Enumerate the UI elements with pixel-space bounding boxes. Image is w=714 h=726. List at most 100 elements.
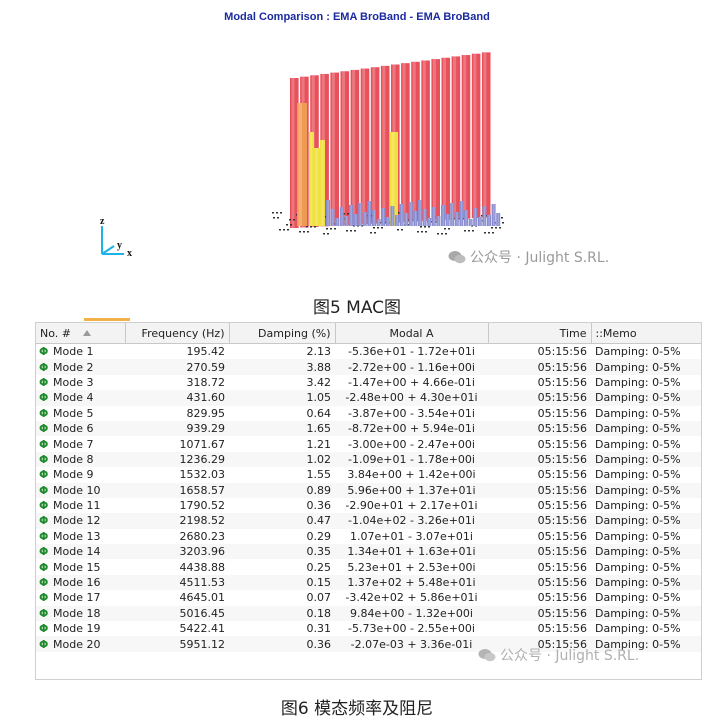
mode-shape-icon: Φ (39, 560, 49, 574)
table-row[interactable]: Φ Mode 16 4511.53 0.15 1.37e+02 + 5.48e+01i 0… (36, 574, 701, 591)
time-cell: 05:15:56 (488, 513, 591, 529)
table-row[interactable]: Φ Mode 15 4438.88 0.25 5.23e+01 + 2.53e+00i 0… (36, 559, 701, 574)
mac-back-row (290, 52, 491, 228)
mac-bar-low (477, 217, 482, 226)
mac-bar-low-highlight (336, 218, 339, 226)
time-cell: 05:15:56 (488, 482, 591, 498)
damping-cell: 0.18 (229, 605, 335, 622)
table-row[interactable]: Φ Mode 6 939.29 1.65 -8.72e+00 + 5.94e-01i 05… (36, 420, 701, 437)
column-header-modal[interactable]: Modal A (335, 323, 489, 344)
column-header-frequency[interactable]: Frequency (Hz) (125, 323, 230, 344)
mac-bar-high-highlight (473, 53, 477, 219)
mac-bar-high (471, 53, 481, 219)
mode-label: Mode 1 (53, 345, 94, 359)
mode-label: Mode 10 (53, 483, 101, 497)
time-cell: 05:15:56 (537, 375, 587, 389)
mode-label: Mode 9 (53, 468, 94, 482)
watermark: 公众号 · Julight S.RL. (448, 247, 609, 267)
watermark-text: 公众号 · Julight S.RL. (470, 250, 610, 266)
column-header-memo[interactable]: ::Memo (591, 323, 701, 344)
mode-label: Mode 16 (53, 576, 101, 590)
damping-cell: 0.89 (229, 482, 335, 498)
axis-z-label: z (100, 216, 105, 227)
table-row[interactable]: Φ Mode 7 1071.67 1.21 -3.00e+00 - 2.47e+00i 0… (36, 436, 701, 451)
damping-cell: 0.64 (306, 406, 332, 420)
table-row[interactable]: Φ Mode 5 829.95 0.64 -3.87e+00 - 3.54e+01i 05… (36, 406, 701, 421)
table-row[interactable]: Φ Mode 2 270.59 3.88 -2.72e+00 - 1.16e+00i 05… (36, 359, 701, 375)
mac-bar-low-highlight (350, 205, 352, 226)
mac-bar-high (370, 67, 380, 224)
watermark-text: 公众号 · Julight S.RL. (500, 648, 640, 664)
mac-bar-high-highlight (463, 55, 467, 219)
mode-shape-icon: Φ (39, 406, 49, 420)
mac-bar-low (413, 211, 418, 226)
damping-cell: 1.55 (306, 468, 332, 482)
mac-bar-low (482, 206, 487, 226)
mode-cell: Φ Mode 3 (36, 375, 125, 390)
modal-cell: -2.72e+00 - 1.16e+00i (335, 359, 488, 375)
mac-ground-dot (299, 231, 301, 233)
frequency-cell: 4438.88 (179, 560, 226, 574)
table-row[interactable]: Φ Mode 13 2680.23 0.29 1.07e+01 - 3.07e+01i 0… (36, 529, 701, 544)
mode-label: Mode 8 (53, 452, 94, 466)
damping-cell: 0.36 (306, 499, 332, 513)
sort-ascending-icon[interactable] (82, 329, 91, 336)
table-row[interactable]: Φ Mode 17 4645.01 0.07 -3.42e+02 + 5.86e+01i… (36, 590, 701, 605)
mac-ground-dot (491, 227, 493, 229)
mac-bar-high (340, 71, 350, 226)
mac-bar-low (431, 207, 436, 226)
damping-cell: 0.35 (229, 544, 335, 560)
table-row[interactable]: Φ Mode 9 1532.03 1.55 3.84e+00 + 1.42e+00i 05… (36, 467, 701, 482)
table-row[interactable]: Φ Mode 4 431.60 1.05 -2.48e+00 + 4.30e+01i 05… (36, 390, 701, 406)
table-row[interactable]: Φ Mode 3 318.72 3.42 -1.47e+00 + 4.66e-01i 05… (36, 375, 701, 390)
column-header-no[interactable]: No. # (36, 323, 126, 344)
mac-ground-dot (286, 224, 288, 226)
mac-bar-low-highlight (479, 217, 481, 226)
time-cell: 05:15:56 (488, 420, 591, 437)
mac-bar-high-highlight (331, 72, 335, 226)
mac-bar-high-highlight (382, 65, 386, 224)
table-row[interactable]: Φ Mode 14 3203.96 0.35 1.34e+01 + 1.63e+01i 0… (36, 544, 701, 560)
table-row[interactable]: Φ Mode 19 5422.41 0.31 -5.73e+00 - 2.55e+00i… (36, 621, 701, 636)
modal-cell: 5.23e+01 + 2.53e+00i (347, 560, 476, 574)
table-row[interactable]: Φ Mode 1 195.42 2.13 -5.36e+01 - 1.72e+01i 05… (36, 344, 701, 360)
mac-bar-mid-highlight (321, 140, 324, 226)
mac-bar-high-highlight (362, 68, 366, 225)
table-row[interactable]: Φ Mode 11 1790.52 0.36 -2.90e+01 + 2.17e+01i… (36, 498, 701, 513)
axis-triad: z y x (96, 216, 136, 260)
modal-cell: -3.00e+00 - 2.47e+00i (348, 437, 475, 451)
table-row[interactable]: Φ Mode 20 5951.12 0.36 -2.07e-03 + 3.36e-01i… (36, 636, 701, 652)
mac-bar-low-highlight (493, 204, 495, 226)
mac-ground-dot (314, 226, 316, 228)
mode-label: Mode 14 (53, 545, 101, 559)
mac-ground-dot (283, 229, 285, 231)
memo-cell: Damping: 0-5% (591, 513, 701, 529)
mode-label: Mode 19 (53, 622, 101, 636)
mac-bar-high-highlight (422, 60, 426, 221)
column-header-damping[interactable]: Damping (%) (229, 323, 336, 344)
table-row[interactable]: Φ Mode 10 1658.57 0.89 5.96e+00 + 1.37e+01i 0… (36, 482, 701, 498)
mac-ground-dot (444, 228, 446, 230)
table-row[interactable]: Φ Mode 18 5016.45 0.18 9.84e+00 - 1.32e+00i 0… (36, 605, 701, 622)
mac-bar-low-highlight (341, 207, 343, 226)
mac-ground-dot (273, 217, 275, 219)
frequency-cell: 4511.53 (125, 574, 229, 591)
figure-caption-table: 图6 模态频率及阻尼 (280, 699, 434, 719)
mode-cell: Φ Mode 10 (36, 482, 125, 498)
time-cell: 05:15:56 (537, 499, 587, 513)
mac-bar-high-highlight (412, 61, 416, 222)
mac-ground-dot (501, 217, 503, 219)
mac-bar-high (451, 56, 461, 220)
mac-bar-high-highlight (372, 67, 376, 224)
table-row[interactable]: Φ Mode 8 1236.29 1.02 -1.09e+01 - 1.78e+00i 0… (36, 451, 701, 468)
mac-ground-dot (502, 222, 504, 224)
column-header-time[interactable]: Time (488, 323, 592, 344)
mac-bar-mid-highlight (315, 148, 318, 226)
mac-ground-dot (499, 227, 501, 229)
frequency-cell: 1658.57 (125, 482, 229, 498)
mode-shape-icon: Φ (39, 422, 49, 436)
mac-ground-dot (346, 230, 348, 232)
frequency-cell: 5951.12 (125, 636, 229, 652)
memo-cell: Damping: 0-5% (591, 390, 701, 406)
table-row[interactable]: Φ Mode 12 2198.52 0.47 -1.04e+02 - 3.26e+01i… (36, 513, 701, 529)
